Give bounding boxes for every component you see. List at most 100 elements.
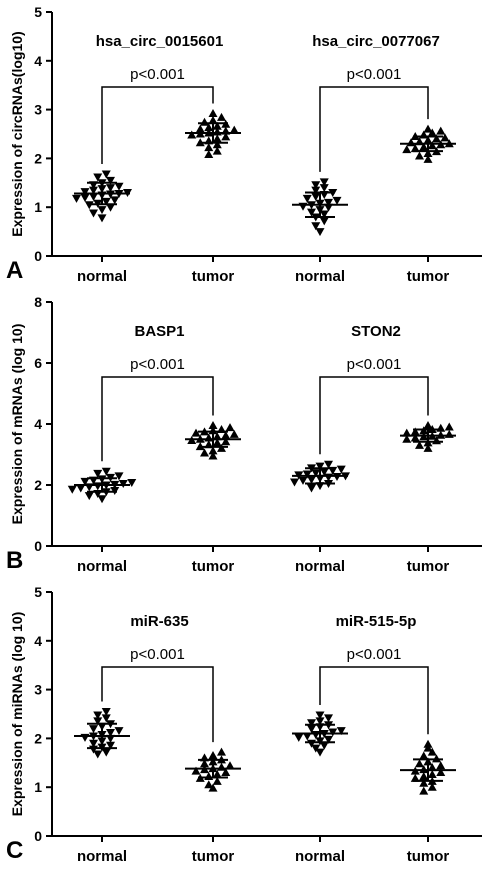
data-point: [212, 134, 222, 143]
data-point: [80, 193, 90, 202]
x-tick-label: normal: [77, 268, 127, 285]
data-point: [427, 747, 437, 756]
data-point: [80, 477, 90, 486]
data-point: [415, 440, 424, 449]
data-point: [67, 485, 77, 494]
data-point: [298, 476, 308, 485]
y-axis-label: Expression of circRNAs(log10): [9, 31, 25, 236]
data-point: [217, 443, 226, 452]
y-tick-label: 4: [34, 416, 42, 432]
data-point: [80, 188, 90, 197]
data-point: [221, 431, 231, 440]
data-point: [72, 194, 81, 203]
data-point: [229, 429, 239, 438]
data-point: [204, 771, 214, 780]
data-point: [336, 465, 346, 474]
y-tick-label: 3: [34, 102, 42, 118]
data-point: [221, 132, 231, 141]
p-value-label: p<0.001: [347, 646, 402, 663]
data-point: [427, 782, 437, 791]
y-tick-label: 4: [34, 633, 42, 649]
data-point: [307, 476, 316, 485]
data-point: [106, 203, 115, 212]
y-tick-label: 1: [34, 779, 42, 795]
data-point: [208, 783, 218, 792]
group-title: STON2: [351, 323, 401, 340]
data-point: [319, 178, 329, 187]
y-axis-label: Expression of miRNAs (log 10): [9, 612, 25, 817]
panel-label: A: [6, 257, 23, 284]
data-point: [307, 484, 316, 493]
data-point: [225, 423, 235, 432]
data-point: [423, 124, 433, 133]
y-tick-label: 2: [34, 730, 42, 746]
data-point: [89, 209, 98, 218]
data-point: [101, 708, 111, 717]
data-point: [204, 143, 214, 152]
data-point: [423, 154, 433, 163]
data-point: [114, 727, 124, 736]
y-tick-label: 0: [34, 248, 42, 264]
data-point: [93, 711, 103, 720]
data-point: [106, 184, 115, 193]
data-point: [432, 134, 441, 143]
data-point: [315, 717, 325, 726]
data-point: [440, 133, 450, 142]
significance-bracket: [101, 86, 214, 165]
data-point: [427, 141, 437, 150]
data-point: [436, 768, 446, 777]
y-tick-label: 8: [34, 294, 42, 310]
significance-bracket: [101, 376, 214, 462]
data-point: [89, 192, 98, 201]
data-point: [302, 470, 312, 479]
data-point: [221, 437, 231, 446]
data-point: [93, 469, 103, 478]
p-value-label: p<0.001: [130, 66, 185, 83]
significance-bracket: [319, 86, 429, 172]
data-point: [324, 735, 333, 744]
data-point: [212, 438, 222, 447]
panel-label: C: [6, 837, 23, 864]
group-title: BASP1: [134, 323, 184, 340]
y-tick-label: 0: [34, 538, 42, 554]
data-point: [208, 109, 218, 118]
data-point: [93, 173, 103, 182]
group-title: hsa_circ_0077067: [312, 33, 440, 50]
y-tick-label: 1: [34, 199, 42, 215]
data-point: [106, 729, 115, 738]
data-point: [311, 186, 321, 195]
data-point: [311, 192, 321, 201]
data-point: [110, 196, 120, 205]
data-point: [93, 750, 103, 759]
data-point: [212, 770, 222, 779]
data-point: [101, 170, 111, 179]
data-point: [212, 121, 222, 130]
data-point: [307, 719, 316, 728]
y-tick-label: 2: [34, 150, 42, 166]
data-point: [195, 124, 205, 133]
data-point: [427, 770, 437, 779]
data-point: [436, 126, 446, 135]
data-point: [101, 714, 111, 723]
data-point: [319, 184, 329, 193]
data-point: [191, 766, 201, 775]
data-point: [423, 149, 433, 158]
y-tick-label: 5: [34, 584, 42, 600]
data-point: [319, 210, 329, 219]
data-point: [200, 117, 209, 126]
data-point: [127, 479, 137, 488]
x-tick-label: tumor: [407, 268, 450, 285]
data-point: [415, 759, 424, 768]
data-point: [97, 206, 107, 215]
data-point: [319, 468, 329, 477]
significance-bracket: [319, 376, 429, 455]
data-point: [419, 771, 429, 780]
data-point: [93, 482, 103, 491]
data-point: [200, 448, 209, 457]
y-axis-label: Expression of mRNAs (log 10): [9, 324, 25, 525]
data-point: [423, 421, 433, 430]
x-tick-label: tumor: [192, 268, 235, 285]
data-point: [307, 208, 316, 217]
group-title: hsa_circ_0015601: [96, 33, 224, 50]
data-point: [101, 197, 111, 206]
